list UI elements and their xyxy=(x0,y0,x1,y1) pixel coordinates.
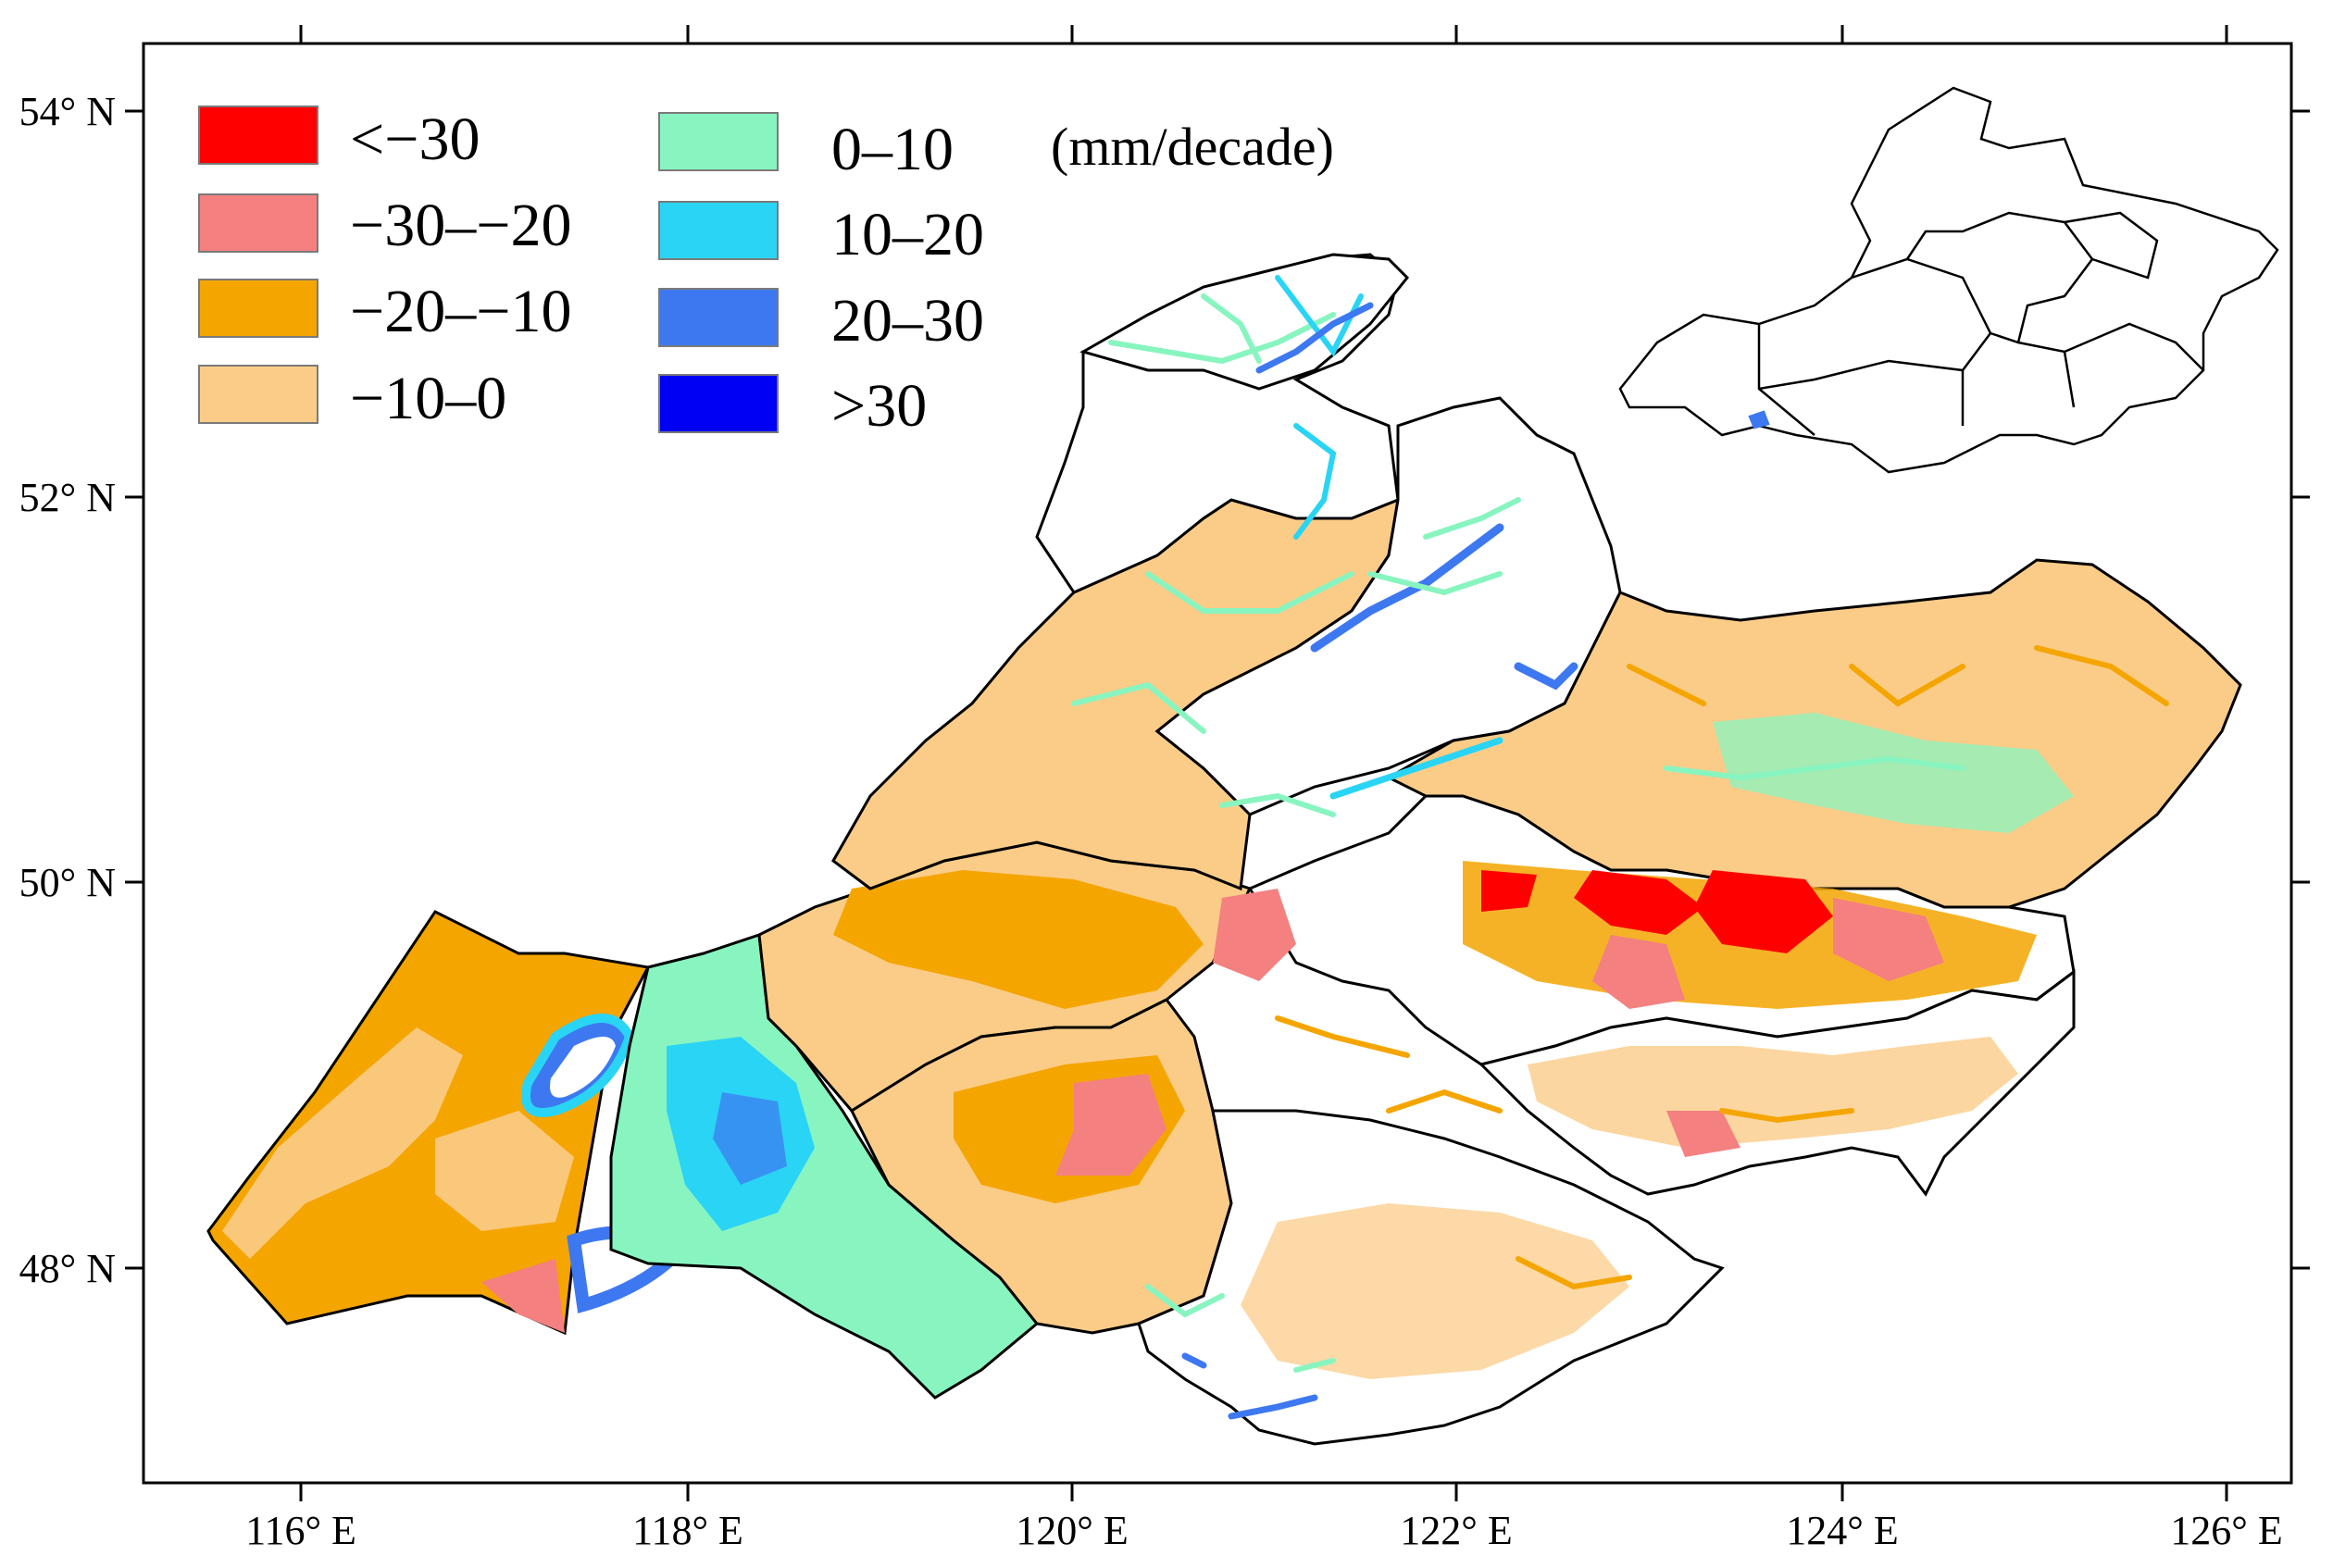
y-tick-labels: 54° N 52° N 50° N 48° N xyxy=(19,89,116,1291)
x-tick-label: 124° E xyxy=(1786,1508,1898,1553)
river-blue-4 xyxy=(1181,1352,1318,1420)
x-ticks-bottom xyxy=(299,1483,2228,1501)
pink-patch-central-3 xyxy=(1213,889,1296,981)
tick-marks xyxy=(125,25,2310,1501)
inset-inner-1 xyxy=(1757,257,1992,436)
green-patch-east xyxy=(1713,713,2074,833)
red-patch-central-1 xyxy=(1574,870,1703,935)
river-green-4 xyxy=(1219,792,1336,817)
legend-label: 10–20 xyxy=(831,201,984,268)
legend-swatch xyxy=(658,374,779,433)
legend-swatch xyxy=(198,279,318,338)
legend-label: −10–0 xyxy=(350,365,506,432)
tan-patch-west-2 xyxy=(435,1111,574,1231)
x-tick-labels: 116° E 118° E 120° E 122° E 124° E 126° … xyxy=(245,1508,2283,1553)
river-orange-3 xyxy=(1516,1108,1854,1290)
inset-outline xyxy=(1618,86,2279,474)
y-tick-label: 50° N xyxy=(19,860,116,905)
inset-blue-dot xyxy=(1748,410,1770,429)
river-networks xyxy=(1071,275,2169,1420)
lake-white xyxy=(550,1037,616,1098)
river-blue-1 xyxy=(1255,302,1374,374)
inset-inner-4 xyxy=(2064,211,2159,280)
x-tick-label: 118° E xyxy=(632,1508,743,1553)
pink-patch-central-1 xyxy=(1592,935,1685,1009)
legend-label: −20–−10 xyxy=(350,278,571,345)
legend-unit: (mm/decade) xyxy=(1051,117,1334,177)
y-tick-label: 48° N xyxy=(19,1246,116,1291)
x-tick-label: 122° E xyxy=(1400,1508,1512,1553)
inset-map xyxy=(1618,86,2279,474)
legend-swatch xyxy=(198,106,318,165)
river-cyan-3 xyxy=(1329,737,1503,800)
x-tick-label: 126° E xyxy=(2170,1508,2282,1553)
y-ticks-right xyxy=(2291,109,2310,1270)
x-tick-label: 120° E xyxy=(1016,1508,1128,1553)
legend-label: >30 xyxy=(831,372,927,440)
river-green-2 xyxy=(1071,571,1354,734)
river-cyan-2 xyxy=(1293,423,1337,540)
tan-patch-west-1 xyxy=(222,1027,463,1259)
y-tick-label: 54° N xyxy=(19,89,116,134)
legend-label: 0–10 xyxy=(831,116,954,183)
inset-inner-3 xyxy=(1961,322,2204,426)
river-green-6 xyxy=(1145,1284,1336,1373)
inset-inner-2 xyxy=(1905,211,2094,344)
legend-swatch xyxy=(658,201,779,260)
river-green-5 xyxy=(1664,755,1965,781)
legend-label: <−30 xyxy=(350,106,480,173)
legend: <−30 −30–−20 −20–−10 −10–0 0–10 10–20 20… xyxy=(198,106,1334,440)
river-orange-1 xyxy=(1627,645,2169,707)
pink-patch-south xyxy=(1055,1074,1166,1176)
river-orange-2 xyxy=(1275,1015,1503,1114)
tan-patch-south-lower xyxy=(1241,1203,1629,1379)
river-green-3 xyxy=(1367,497,1521,596)
legend-swatch xyxy=(198,193,318,253)
region-fills xyxy=(206,253,2242,1446)
red-patch-central-2 xyxy=(1694,870,1833,953)
legend-swatch xyxy=(658,288,779,347)
pink-patch-west xyxy=(481,1259,565,1333)
pink-patch-southeast xyxy=(1666,1111,1740,1157)
x-ticks-top xyxy=(299,25,2228,44)
red-patch-central-3 xyxy=(1481,870,1537,912)
pink-patch-central-2 xyxy=(1833,898,1944,981)
region-north-tip xyxy=(1079,253,1410,391)
river-green-1 xyxy=(1108,293,1336,365)
legend-label: −30–−20 xyxy=(350,192,571,259)
legend-label: 20–30 xyxy=(831,287,984,355)
y-tick-label: 52° N xyxy=(19,475,116,520)
legend-swatch xyxy=(658,112,779,171)
y-ticks-left xyxy=(125,109,143,1270)
river-blue-3 xyxy=(1514,662,1578,691)
x-tick-label: 116° E xyxy=(245,1508,356,1553)
blue-patch-center xyxy=(713,1092,787,1185)
orange-patch-mid xyxy=(833,870,1204,1009)
river-blue-2 xyxy=(1310,523,1504,653)
tan-patch-southeast xyxy=(1528,1037,2018,1148)
legend-swatch xyxy=(198,365,318,424)
